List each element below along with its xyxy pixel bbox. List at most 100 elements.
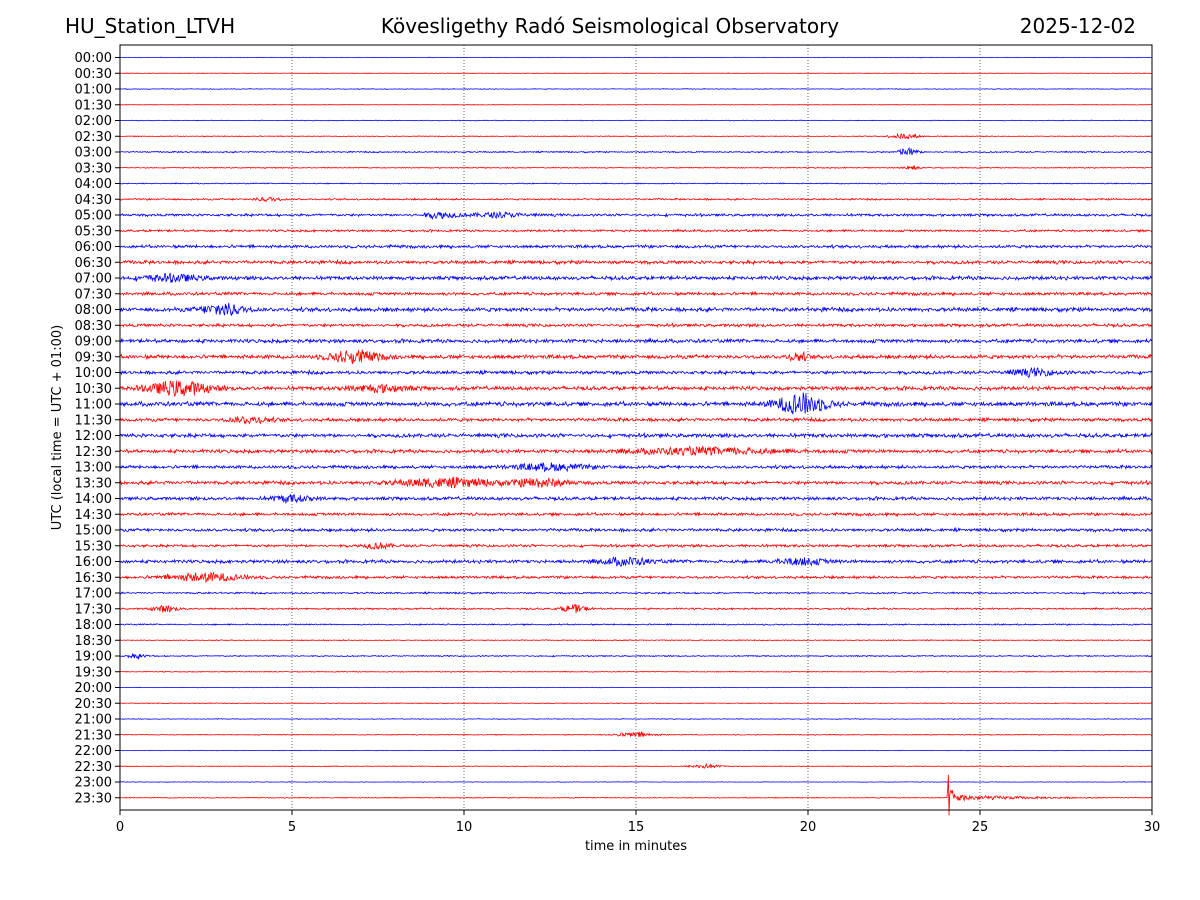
y-tick-label: 08:00 xyxy=(75,303,112,318)
y-tick-label: 19:30 xyxy=(75,665,112,680)
trace-11-00 xyxy=(119,392,1153,415)
y-tick-label: 22:00 xyxy=(75,744,112,759)
trace-15-30 xyxy=(119,542,1153,551)
trace-19-30 xyxy=(120,670,1153,673)
y-tick-label: 13:00 xyxy=(75,461,112,476)
trace-22-00 xyxy=(119,749,1153,752)
y-tick-label: 16:00 xyxy=(75,555,112,570)
trace-19-00 xyxy=(119,652,1153,661)
y-tick-label: 04:30 xyxy=(75,193,112,208)
y-tick-label: 03:30 xyxy=(75,161,112,176)
trace-02-30 xyxy=(119,132,1153,140)
seismogram-traces xyxy=(119,56,1153,816)
trace-07-00 xyxy=(119,272,1153,283)
y-tick-label: 12:30 xyxy=(75,445,112,460)
trace-13-30 xyxy=(119,476,1153,489)
y-tick-label: 09:30 xyxy=(75,350,112,365)
trace-09-00 xyxy=(119,337,1152,345)
y-tick-label: 07:30 xyxy=(75,287,112,302)
y-tick-label: 20:00 xyxy=(75,681,112,696)
x-axis-label: time in minutes xyxy=(585,839,687,854)
y-tick-label: 18:30 xyxy=(75,634,112,649)
y-tick-label: 10:30 xyxy=(75,382,112,397)
x-tick-label: 0 xyxy=(116,820,124,835)
y-tick-label: 11:30 xyxy=(75,413,112,428)
y-tick-label: 00:30 xyxy=(75,67,112,82)
trace-12-00 xyxy=(119,431,1153,440)
x-tick-label: 10 xyxy=(456,820,473,835)
trace-01-00 xyxy=(119,88,1153,90)
y-tick-label: 21:00 xyxy=(75,713,112,728)
trace-20-30 xyxy=(119,702,1153,705)
trace-13-00 xyxy=(119,461,1153,473)
grid-lines xyxy=(291,45,981,810)
y-tick-label: 03:00 xyxy=(75,146,112,161)
trace-21-00 xyxy=(119,718,1153,720)
trace-17-30 xyxy=(119,603,1153,614)
trace-10-30 xyxy=(119,380,1153,397)
y-tick-label: 11:00 xyxy=(75,398,112,413)
y-tick-label: 00:00 xyxy=(75,51,112,66)
y-tick-label: 23:30 xyxy=(75,791,112,806)
y-tick-label: 13:30 xyxy=(75,476,112,491)
y-tick-label: 18:00 xyxy=(75,618,112,633)
y-tick-label: 15:30 xyxy=(75,539,112,554)
trace-04-30 xyxy=(119,196,1153,203)
y-tick-label: 05:30 xyxy=(75,224,112,239)
y-axis-label: UTC (local time = UTC + 01:00) xyxy=(50,325,65,530)
trace-15-00 xyxy=(119,526,1153,534)
y-tick-label: 02:30 xyxy=(75,130,112,145)
trace-18-30 xyxy=(119,639,1153,642)
y-tick-label: 20:30 xyxy=(75,697,112,712)
trace-16-00 xyxy=(119,556,1153,567)
trace-09-30 xyxy=(119,349,1153,365)
y-tick-label: 01:00 xyxy=(75,83,112,98)
trace-14-00 xyxy=(119,493,1153,505)
y-tick-label: 22:30 xyxy=(75,760,112,775)
trace-06-00 xyxy=(119,243,1153,250)
trace-08-00 xyxy=(119,302,1153,317)
trace-16-30 xyxy=(119,571,1153,583)
x-tick-label: 5 xyxy=(288,820,296,835)
trace-03-30 xyxy=(119,164,1152,171)
trace-23-00 xyxy=(119,781,1153,783)
trace-21-30 xyxy=(119,730,1153,738)
y-tick-label: 09:00 xyxy=(75,335,112,350)
y-tick-label: 04:00 xyxy=(75,177,112,192)
y-tick-label: 16:30 xyxy=(75,571,112,586)
y-tick-label: 17:00 xyxy=(75,587,112,602)
y-tick-label: 19:00 xyxy=(75,650,112,665)
chart-title: Kövesligethy Radó Seismological Observat… xyxy=(380,14,840,38)
y-tick-label: 08:30 xyxy=(75,319,112,334)
trace-18-00 xyxy=(119,622,1153,627)
x-tick-label: 30 xyxy=(1144,820,1161,835)
trace-06-30 xyxy=(119,258,1153,266)
trace-14-30 xyxy=(119,511,1153,518)
trace-01-30 xyxy=(119,104,1153,106)
trace-10-00 xyxy=(120,366,1153,378)
station-name: HU_Station_LTVH xyxy=(65,14,236,38)
trace-04-00 xyxy=(119,182,1153,185)
trace-17-00 xyxy=(119,591,1153,595)
trace-23-30 xyxy=(119,774,1153,816)
y-tick-label: 06:00 xyxy=(75,240,112,255)
y-tick-label: 14:30 xyxy=(75,508,112,523)
trace-05-00 xyxy=(119,210,1153,220)
x-axis-ticks: 0 5 10 15 20 25 30 xyxy=(116,810,1160,835)
trace-03-00 xyxy=(119,146,1153,156)
trace-20-00 xyxy=(119,686,1152,689)
y-tick-label: 12:00 xyxy=(75,429,112,444)
trace-02-00 xyxy=(119,119,1153,122)
y-tick-label: 01:30 xyxy=(75,98,112,113)
trace-22-30 xyxy=(119,762,1153,769)
y-tick-label: 06:30 xyxy=(75,256,112,271)
x-tick-label: 25 xyxy=(972,820,989,835)
y-tick-label: 10:00 xyxy=(75,366,112,381)
y-tick-label: 05:00 xyxy=(75,209,112,224)
y-tick-label: 17:30 xyxy=(75,602,112,617)
y-tick-label: 15:00 xyxy=(75,524,112,539)
y-tick-label: 02:00 xyxy=(75,114,112,129)
trace-05-30 xyxy=(119,228,1153,234)
x-tick-label: 20 xyxy=(800,820,817,835)
